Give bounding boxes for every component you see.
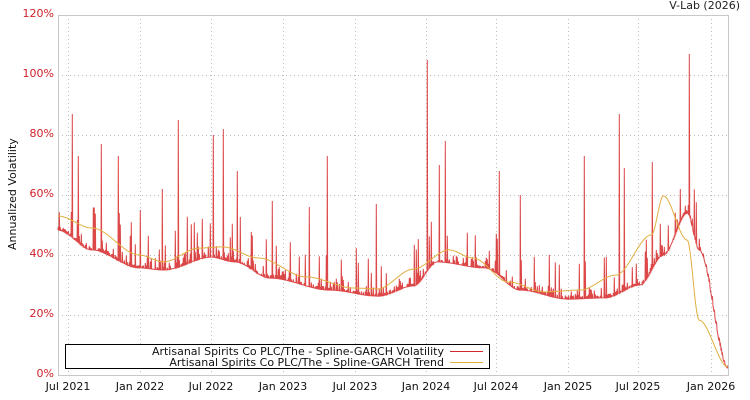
y-tick-label: 20% [29,307,54,320]
x-tick-label: Jul 2025 [615,380,661,393]
legend-item-trend: Artisanal Spirits Co PLC/The - Spline-GA… [169,355,483,369]
source-credit: V-Lab (2026) [669,0,740,12]
trend-series [58,195,729,368]
grid-lines [58,15,728,375]
y-tick-label: 120% [22,7,54,20]
y-tick-label: 0% [36,367,54,380]
volatility-series [57,53,729,369]
y-tick-label: 40% [29,247,54,260]
x-tick-label: Jan 2024 [401,380,451,393]
y-tick-label: 100% [22,67,54,80]
legend: Artisanal Spirits Co PLC/The - Spline-GA… [65,344,490,369]
x-tick-label: Jan 2025 [543,380,593,393]
x-tick-label: Jul 2022 [188,380,234,393]
y-tick-label: 80% [29,127,54,140]
legend-label-trend: Artisanal Spirits Co PLC/The - Spline-GA… [169,355,444,369]
y-tick-label: 60% [29,187,54,200]
x-tick-label: Jan 2022 [115,380,165,393]
legend-item-volatility: Artisanal Spirits Co PLC/The - Spline-GA… [151,344,483,358]
x-tick-label: Jul 2021 [45,380,91,393]
legend-label-volatility: Artisanal Spirits Co PLC/The - Spline-GA… [151,344,444,358]
x-tick-label: Jan 2026 [686,380,736,393]
x-tick-label: Jul 2024 [473,380,519,393]
y-axis-label: Annualized Volatility [6,138,19,250]
plot-frame [58,15,729,376]
legend-swatch-volatility-icon [450,350,483,352]
legend-swatch-trend-icon [450,361,483,363]
x-tick-label: Jul 2023 [332,380,378,393]
x-tick-label: Jan 2023 [258,380,308,393]
volatility-line [57,53,729,369]
